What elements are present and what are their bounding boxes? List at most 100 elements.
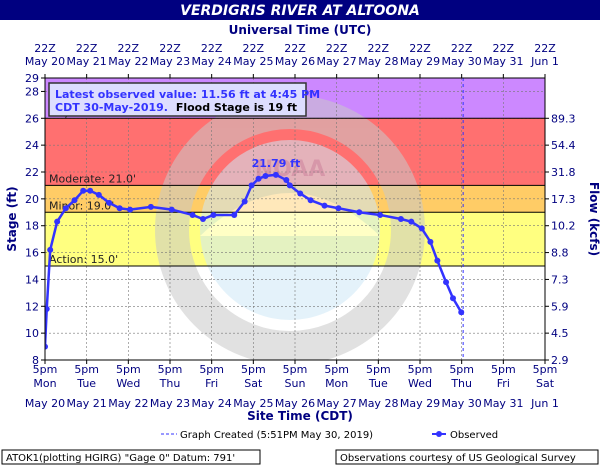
top-tick-time: 22Z	[534, 42, 556, 55]
right-tick-label: 10.2	[551, 220, 576, 233]
observed-point	[297, 190, 304, 197]
left-tick-label: 16	[25, 247, 39, 260]
observed-point	[443, 279, 450, 286]
bottom-tick-time: 5pm	[74, 363, 99, 376]
bottom-tick-day: Mon	[325, 377, 348, 390]
latest-value-line2: CDT 30-May-2019. Flood Stage is 19 ft	[55, 101, 297, 114]
top-tick-date: May 27	[317, 55, 357, 68]
observed-point	[116, 205, 123, 212]
observed-point	[80, 187, 87, 194]
left-tick-label: 14	[25, 273, 39, 286]
right-axis-ticks: 2.9 4.5 5.9 7.3 8.8 10.2 17.3 31.8 54.4 89.3	[545, 112, 576, 367]
observed-point	[286, 182, 293, 189]
title-bar	[0, 0, 600, 20]
latest-value-date: CDT 30-May-2019.	[55, 101, 168, 114]
bottom-tick-time: 5pm	[533, 363, 558, 376]
bottom-tick-time: 5pm	[449, 363, 474, 376]
observed-point	[62, 205, 69, 212]
observed-point	[231, 211, 238, 218]
chart-title: VERDIGRIS RIVER AT ALTOONA	[180, 3, 420, 19]
bottom-tick-day: Tue	[368, 377, 388, 390]
band-label: Minor: 19.0'	[49, 199, 114, 212]
flood-stage-note: Flood Stage is 19 ft	[176, 101, 297, 114]
bottom-tick-date: May 29	[400, 397, 440, 410]
observed-point	[45, 305, 50, 312]
bottom-tick-day: Sat	[244, 377, 263, 390]
bottom-tick-time: 5pm	[241, 363, 266, 376]
legend-observed-marker	[436, 431, 442, 437]
bottom-tick-time: 5pm	[324, 363, 349, 376]
top-tick-date: May 29	[400, 55, 440, 68]
footer: ATOK1(plotting HGIRG) "Gage 0" Datum: 79…	[1, 449, 599, 465]
bottom-tick-day: Tue	[76, 377, 96, 390]
observed-point	[356, 209, 363, 216]
legend: Observed Graph Created (5:51PM May 30, 2…	[161, 430, 498, 441]
left-tick-label: 8	[32, 354, 39, 367]
bottom-tick-date: May 23	[150, 397, 190, 410]
bottom-tick-day: Thu	[159, 377, 181, 390]
observed-point	[127, 206, 134, 213]
bottom-tick-date: May 22	[108, 397, 148, 410]
bottom-tick-day: Sat	[536, 377, 555, 390]
observed-point	[418, 225, 425, 232]
y-axis-right-label: Flow (kcfs)	[587, 182, 600, 256]
bottom-tick-day: Sun	[285, 377, 306, 390]
bottom-tick-date: May 28	[358, 397, 398, 410]
bottom-tick-date: Jun 1	[530, 397, 559, 410]
bottom-tick-time: 5pm	[199, 363, 224, 376]
bottom-tick-time: 5pm	[283, 363, 308, 376]
observed-point	[262, 173, 269, 180]
bottom-tick-date: May 31	[483, 397, 523, 410]
observed-point	[377, 211, 384, 218]
top-tick-date: May 20	[25, 55, 65, 68]
bottom-tick-date: May 30	[442, 397, 482, 410]
top-tick-time: 22Z	[118, 42, 140, 55]
bottom-tick-day: Fri	[497, 377, 510, 390]
top-tick-time: 22Z	[284, 42, 306, 55]
noaa-watermark: NOAA	[155, 95, 425, 360]
bottom-tick-time: 5pm	[116, 363, 141, 376]
left-tick-label: 24	[25, 139, 39, 152]
top-tick-time: 22Z	[201, 42, 223, 55]
top-tick-time: 22Z	[368, 42, 390, 55]
top-tick-time: 22Z	[159, 42, 181, 55]
bottom-tick-time: 5pm	[366, 363, 391, 376]
footer-left-box	[1, 449, 261, 465]
observed-point	[255, 175, 262, 182]
observed-point	[210, 211, 217, 218]
observed-point	[307, 197, 314, 204]
observed-point	[434, 257, 441, 264]
left-tick-label: 10	[25, 327, 39, 340]
observed-point	[45, 343, 48, 350]
bottom-tick-day: Thu	[450, 377, 472, 390]
band-label: Action: 15.0'	[49, 253, 118, 266]
bottom-tick-time: 5pm	[408, 363, 433, 376]
bottom-tick-date: May 21	[67, 397, 107, 410]
right-tick-label: 8.8	[551, 247, 569, 260]
y-axis-label: Stage (ft)	[5, 186, 19, 251]
observed-series	[45, 171, 465, 350]
observed-point	[147, 203, 154, 210]
right-tick-label: 7.3	[551, 273, 569, 286]
top-tick-time: 22Z	[243, 42, 265, 55]
right-tick-label: 17.3	[551, 193, 576, 206]
left-tick-label: 20	[25, 193, 39, 206]
top-axis-title: Universal Time (UTC)	[229, 23, 372, 37]
latest-value-box: Latest observed value: 11.56 ft at 4:45 …	[48, 82, 320, 117]
peak-label: 21.79 ft	[252, 157, 301, 170]
observed-point	[321, 202, 328, 209]
observed-point	[283, 177, 290, 184]
plot-frame	[44, 77, 546, 361]
left-tick-label: 28	[25, 85, 39, 98]
top-tick-time: 22Z	[451, 42, 473, 55]
observed-point	[458, 309, 465, 316]
top-tick-time: 22Z	[76, 42, 98, 55]
top-tick-date: May 31	[483, 55, 523, 68]
bottom-axis-title: Site Time (CDT)	[247, 409, 353, 423]
bottom-tick-time: 5pm	[158, 363, 183, 376]
left-tick-label: 12	[25, 300, 39, 313]
observed-point	[106, 199, 113, 206]
